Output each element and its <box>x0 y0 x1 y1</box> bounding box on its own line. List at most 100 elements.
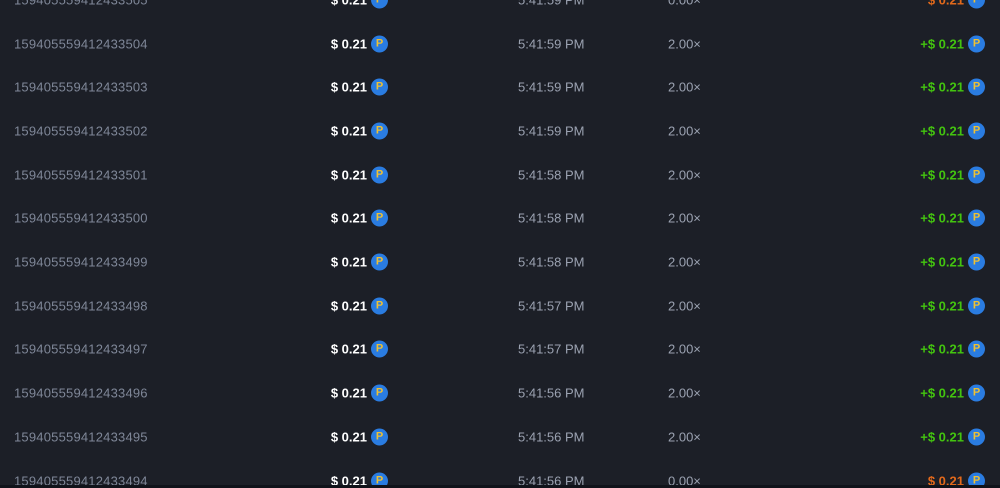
bet-row[interactable]: 159405559412433499 $ 0.21 P 5:41:58 PM 2… <box>0 240 1000 284</box>
bet-amount-cell: $ 0.21 P <box>300 297 388 315</box>
bet-payout-cell: +$ 0.21 P <box>920 35 985 53</box>
bet-payout-cell: $ 0.21 P <box>928 472 985 488</box>
peso-coin-icon: P <box>371 428 388 446</box>
bet-payout-cell: +$ 0.21 P <box>920 253 985 271</box>
bet-id: 159405559412433503 <box>14 79 148 95</box>
bet-amount-cell: $ 0.21 P <box>300 253 388 271</box>
peso-coin-icon: P <box>371 253 388 271</box>
bet-multiplier: 2.00× <box>668 429 701 445</box>
peso-coin-icon: P <box>968 428 985 446</box>
bet-payout-cell: +$ 0.21 P <box>920 209 985 227</box>
peso-coin-icon: P <box>371 472 388 488</box>
bet-payout: +$ 0.21 <box>920 429 964 445</box>
bet-payout-cell: +$ 0.21 P <box>920 122 985 140</box>
table-bottom-edge <box>0 485 1000 488</box>
peso-coin-icon: P <box>968 78 985 96</box>
bet-time: 5:41:56 PM <box>518 429 585 445</box>
bet-multiplier: 2.00× <box>668 167 701 183</box>
peso-coin-icon: P <box>371 166 388 184</box>
bet-amount-cell: $ 0.21 P <box>300 340 388 358</box>
bet-id: 159405559412433494 <box>14 473 148 488</box>
bet-time: 5:41:56 PM <box>518 385 585 401</box>
bet-time: 5:41:59 PM <box>518 0 585 7</box>
bet-amount-cell: $ 0.21 P <box>300 0 388 9</box>
peso-coin-icon: P <box>371 35 388 53</box>
bet-amount-cell: $ 0.21 P <box>300 209 388 227</box>
peso-coin-icon: P <box>968 209 985 227</box>
bet-payout-cell: +$ 0.21 P <box>920 78 985 96</box>
bet-row[interactable]: 159405559412433495 $ 0.21 P 5:41:56 PM 2… <box>0 415 1000 459</box>
bet-time: 5:41:58 PM <box>518 254 585 270</box>
bet-row[interactable]: 159405559412433502 $ 0.21 P 5:41:59 PM 2… <box>0 109 1000 153</box>
bet-payout: +$ 0.21 <box>920 167 964 183</box>
bet-payout-cell: $ 0.21 P <box>928 0 985 9</box>
peso-coin-icon: P <box>371 78 388 96</box>
bet-row[interactable]: 159405559412433505 $ 0.21 P 5:41:59 PM 0… <box>0 0 1000 22</box>
bet-row[interactable]: 159405559412433494 $ 0.21 P 5:41:56 PM 0… <box>0 459 1000 488</box>
bet-row[interactable]: 159405559412433501 $ 0.21 P 5:41:58 PM 2… <box>0 153 1000 197</box>
bet-payout: +$ 0.21 <box>920 385 964 401</box>
bet-payout-cell: +$ 0.21 P <box>920 297 985 315</box>
bet-amount-cell: $ 0.21 P <box>300 166 388 184</box>
bet-time: 5:41:56 PM <box>518 473 585 488</box>
bet-time: 5:41:58 PM <box>518 210 585 226</box>
peso-coin-icon: P <box>968 35 985 53</box>
bet-amount: $ 0.21 <box>330 473 367 488</box>
bet-amount: $ 0.21 <box>330 36 367 52</box>
bet-amount: $ 0.21 <box>330 429 367 445</box>
bet-amount: $ 0.21 <box>330 385 367 401</box>
bet-multiplier: 0.00× <box>668 473 701 488</box>
bet-id: 159405559412433500 <box>14 210 148 226</box>
peso-coin-icon: P <box>371 122 388 140</box>
peso-coin-icon: P <box>968 297 985 315</box>
bet-multiplier: 2.00× <box>668 36 701 52</box>
bet-payout: +$ 0.21 <box>920 341 964 357</box>
bet-amount-cell: $ 0.21 P <box>300 384 388 402</box>
bet-row[interactable]: 159405559412433497 $ 0.21 P 5:41:57 PM 2… <box>0 328 1000 372</box>
bet-id: 159405559412433505 <box>14 0 148 7</box>
bet-row[interactable]: 159405559412433496 $ 0.21 P 5:41:56 PM 2… <box>0 371 1000 415</box>
bet-payout: $ 0.21 <box>928 0 964 7</box>
bet-id: 159405559412433501 <box>14 167 148 183</box>
bet-payout: +$ 0.21 <box>920 254 964 270</box>
bet-amount: $ 0.21 <box>330 210 367 226</box>
bet-time: 5:41:59 PM <box>518 36 585 52</box>
bet-multiplier: 2.00× <box>668 123 701 139</box>
bet-payout: +$ 0.21 <box>920 79 964 95</box>
bet-id: 159405559412433496 <box>14 385 148 401</box>
peso-coin-icon: P <box>371 209 388 227</box>
bet-time: 5:41:57 PM <box>518 341 585 357</box>
bet-id: 159405559412433497 <box>14 341 148 357</box>
bet-row[interactable]: 159405559412433503 $ 0.21 P 5:41:59 PM 2… <box>0 65 1000 109</box>
bet-row[interactable]: 159405559412433498 $ 0.21 P 5:41:57 PM 2… <box>0 284 1000 328</box>
bet-id: 159405559412433504 <box>14 36 148 52</box>
bet-amount: $ 0.21 <box>330 123 367 139</box>
bet-row[interactable]: 159405559412433500 $ 0.21 P 5:41:58 PM 2… <box>0 197 1000 241</box>
bet-id: 159405559412433499 <box>14 254 148 270</box>
bet-time: 5:41:59 PM <box>518 79 585 95</box>
bet-multiplier: 2.00× <box>668 385 701 401</box>
bet-multiplier: 2.00× <box>668 210 701 226</box>
bet-multiplier: 2.00× <box>668 79 701 95</box>
bet-amount: $ 0.21 <box>330 167 367 183</box>
bet-payout: +$ 0.21 <box>920 210 964 226</box>
bet-amount-cell: $ 0.21 P <box>300 472 388 488</box>
bet-amount: $ 0.21 <box>330 341 367 357</box>
bet-amount-cell: $ 0.21 P <box>300 35 388 53</box>
peso-coin-icon: P <box>968 472 985 488</box>
bet-row[interactable]: 159405559412433504 $ 0.21 P 5:41:59 PM 2… <box>0 22 1000 66</box>
peso-coin-icon: P <box>371 297 388 315</box>
bet-payout: +$ 0.21 <box>920 123 964 139</box>
bet-payout-cell: +$ 0.21 P <box>920 166 985 184</box>
bet-time: 5:41:59 PM <box>518 123 585 139</box>
bet-id: 159405559412433498 <box>14 298 148 314</box>
bet-payout-cell: +$ 0.21 P <box>920 428 985 446</box>
bet-amount: $ 0.21 <box>330 298 367 314</box>
bet-amount: $ 0.21 <box>331 0 367 7</box>
bet-payout-cell: +$ 0.21 P <box>920 384 985 402</box>
bet-time: 5:41:57 PM <box>518 298 585 314</box>
peso-coin-icon: P <box>371 0 388 9</box>
peso-coin-icon: P <box>968 384 985 402</box>
bet-id: 159405559412433502 <box>14 123 148 139</box>
